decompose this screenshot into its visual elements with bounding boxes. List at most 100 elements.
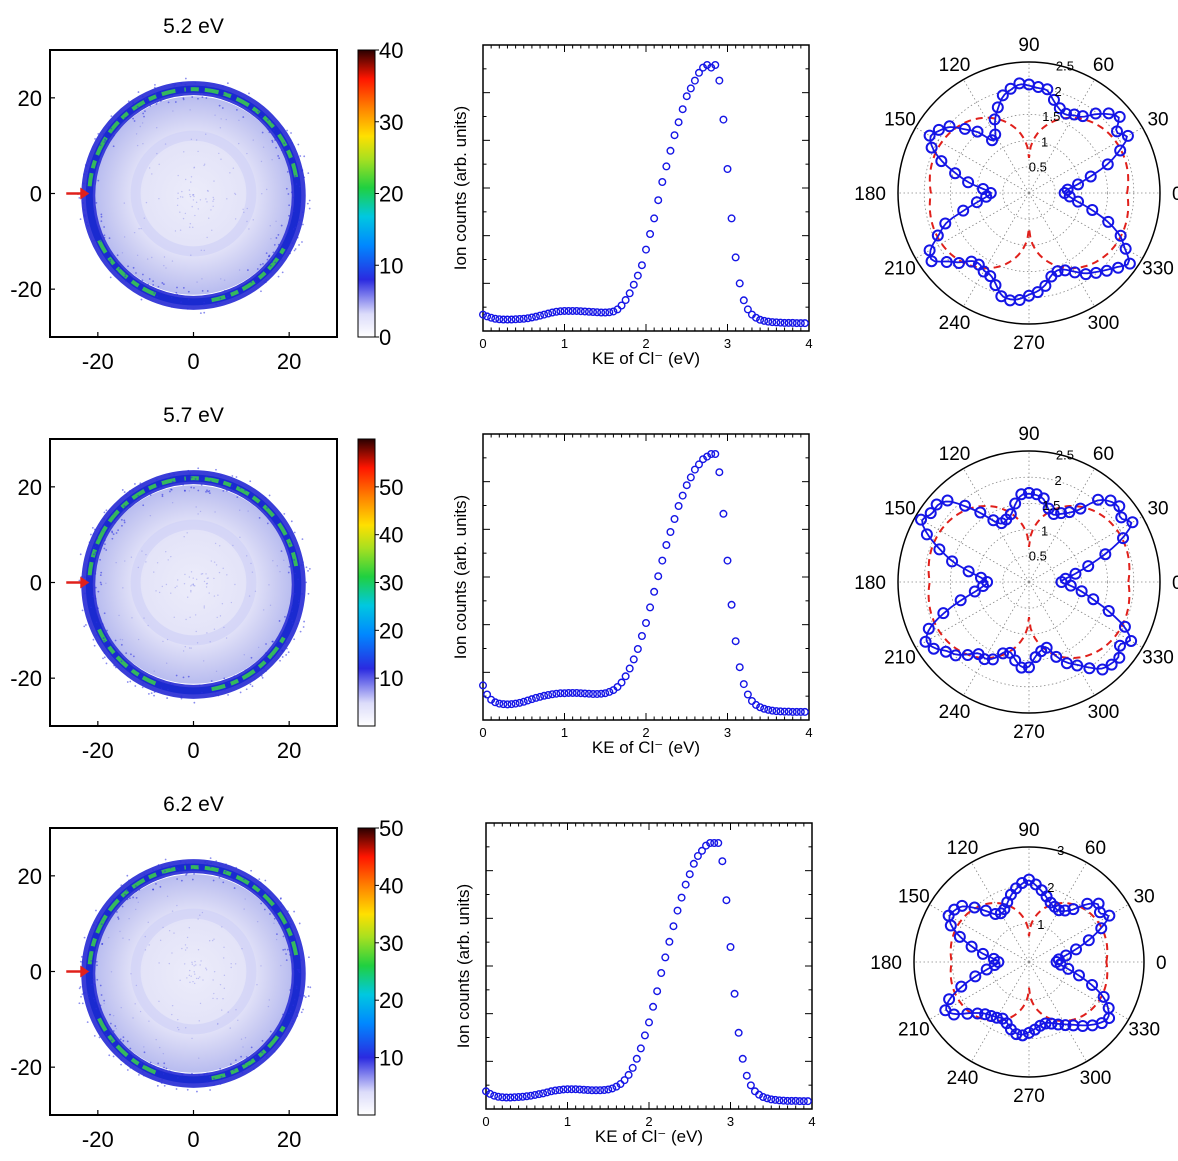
vmi-speckle	[106, 638, 109, 641]
vmi-speckle	[298, 994, 301, 996]
vmi-speckle	[215, 860, 218, 863]
vmi-speckle	[115, 1027, 117, 1030]
vmi-inner-ring	[130, 908, 257, 1035]
vmi-speckle	[145, 103, 148, 106]
polar-data-point	[1081, 897, 1094, 910]
vmi-speckle	[287, 910, 289, 912]
vmi-speckle	[235, 1009, 237, 1011]
vmi-speckle	[168, 962, 170, 965]
vmi-speckle	[275, 220, 277, 222]
vmi-speckle	[226, 82, 229, 85]
vmi-speckle	[268, 131, 271, 134]
vmi-speckle	[254, 1061, 257, 1064]
vmi-speckle	[113, 664, 116, 667]
spectrum-data-point	[507, 700, 516, 709]
vmi-speckle	[101, 942, 104, 945]
vmi-speckle	[99, 1004, 102, 1007]
polar-data-point	[1102, 1002, 1115, 1014]
polar-data-point	[1059, 1019, 1072, 1032]
spectrum-data-point	[568, 688, 577, 697]
polar-data-point	[1118, 620, 1131, 633]
spectrum-data-point	[531, 693, 540, 702]
spectrum-data-point	[628, 1063, 637, 1072]
vmi-speckle	[156, 1084, 159, 1087]
vmi-speckle	[103, 226, 106, 228]
vmi-speckle	[281, 656, 284, 658]
polar-grid-circle	[950, 114, 1109, 272]
spectrum-frame	[482, 44, 810, 332]
vmi-speckle	[190, 585, 192, 587]
vmi-speckle	[185, 874, 187, 876]
spectrum-y-label: Ion counts (arb. units)	[451, 106, 470, 270]
vmi-speckle	[156, 127, 158, 129]
vmi-speckle	[93, 1034, 96, 1037]
vmi-speckle	[127, 100, 130, 103]
vmi-speckle	[291, 1022, 293, 1025]
vmi-speckle	[233, 1069, 235, 1071]
vmi-speckle	[203, 607, 205, 609]
vmi-ring-hot-arc	[184, 865, 275, 907]
vmi-speckle	[219, 127, 222, 129]
vmi-speckle	[302, 211, 304, 214]
vmi-speckle	[159, 291, 162, 294]
polar-data-point	[1084, 170, 1097, 183]
vmi-speckle	[120, 643, 123, 646]
vmi-speckle	[278, 620, 281, 622]
vmi-speckle	[169, 867, 172, 869]
vmi-speckle	[167, 559, 169, 561]
vmi-speckle	[227, 1011, 229, 1013]
polar-data-point	[919, 635, 932, 648]
vmi-speckle	[308, 199, 311, 202]
vmi-speckle	[155, 869, 158, 872]
vmi-speckle	[247, 510, 249, 512]
vmi-speckle	[210, 560, 213, 562]
vmi-speckle	[120, 884, 123, 887]
vmi-speckle	[268, 892, 271, 895]
polar-angle-label: 30	[1147, 499, 1168, 520]
spectrum-data-point	[719, 115, 728, 124]
vmi-speckle	[220, 118, 222, 120]
vmi-speckle	[160, 486, 163, 489]
vmi-speckle	[109, 276, 112, 279]
vmi-speckle	[292, 196, 295, 199]
vmi-speckle	[182, 286, 185, 289]
vmi-speckle	[87, 575, 90, 578]
vmi-speckle	[119, 1038, 122, 1041]
vmi-speckle	[302, 223, 304, 226]
polar-data-point	[955, 980, 968, 993]
polar-data-point	[1071, 659, 1084, 672]
polar-data-point	[935, 155, 948, 168]
vmi-speckle	[261, 192, 263, 195]
spectrum-data-point	[515, 698, 524, 707]
vmi-speckle	[296, 1015, 299, 1017]
vmi-speckle	[83, 625, 86, 628]
vmi-speckle	[233, 675, 236, 677]
spectrum-data-point	[503, 700, 512, 709]
vmi-speckle	[289, 920, 292, 922]
vmi-speckle	[209, 641, 211, 643]
vmi-speckle	[209, 857, 212, 860]
spectrum-data-point	[764, 705, 773, 714]
polar-data-point	[1112, 261, 1125, 274]
polar-data-point	[1126, 516, 1139, 529]
vmi-speckle	[84, 164, 87, 166]
spectrum-data-point	[632, 1054, 641, 1063]
vmi-speckle	[288, 244, 291, 247]
polar-angle-label: 0	[1172, 573, 1178, 594]
vmi-speckle	[138, 888, 141, 891]
vmi-speckle	[234, 218, 237, 220]
vmi-speckle	[287, 651, 290, 654]
vmi-speckle	[131, 617, 133, 619]
polar-grid-spoke	[1028, 192, 1095, 307]
vmi-speckle	[283, 559, 285, 562]
vmi-speckle	[221, 603, 224, 605]
vmi-speckle	[91, 526, 94, 529]
vmi-speckle	[278, 922, 281, 925]
vmi-speckle	[182, 97, 185, 100]
vmi-speckle	[244, 489, 247, 492]
vmi-speckle	[280, 149, 283, 152]
vmi-title: 5.7 eV	[163, 404, 224, 427]
vmi-disc	[94, 96, 293, 295]
vmi-speckle	[231, 475, 234, 477]
spectrum-data-point	[739, 296, 748, 305]
